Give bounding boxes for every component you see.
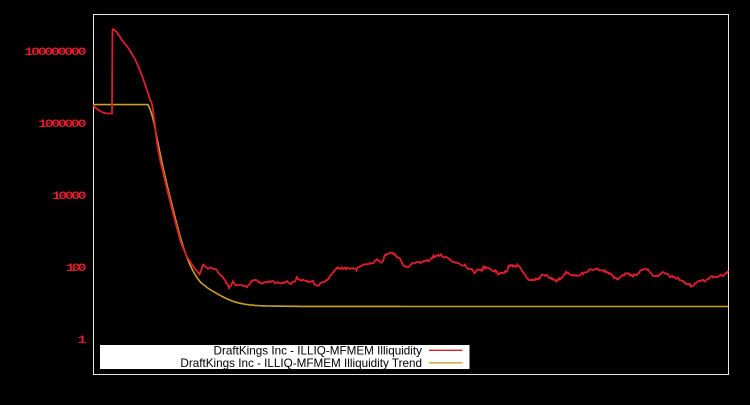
svg-text:1: 1: [78, 334, 87, 347]
svg-text:DraftKings Inc - ILLIQ-MFMEM I: DraftKings Inc - ILLIQ-MFMEM Illiquidity…: [180, 357, 422, 370]
svg-text:10000: 10000: [52, 190, 87, 203]
svg-text:100: 100: [66, 262, 87, 275]
svg-text:100000000: 100000000: [24, 46, 86, 59]
svg-text:1000000: 1000000: [38, 118, 86, 131]
svg-text:DraftKings Inc - ILLIQ-MFMEM I: DraftKings Inc - ILLIQ-MFMEM Illiquidity: [214, 345, 423, 358]
